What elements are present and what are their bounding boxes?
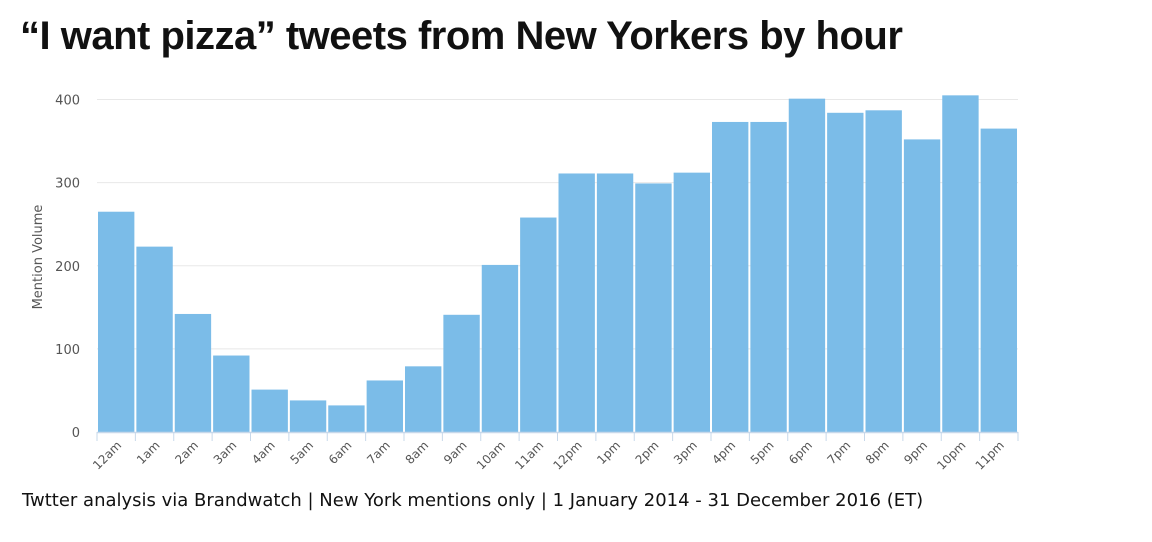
grid-layer bbox=[97, 99, 1018, 350]
x-tick-label: 3pm bbox=[671, 438, 700, 467]
y-tick-label: 0 bbox=[72, 426, 80, 441]
x-tick-label: 8am bbox=[403, 438, 432, 467]
bar-layer bbox=[98, 95, 1017, 433]
bar bbox=[750, 121, 787, 432]
x-tick-label: 2am bbox=[172, 438, 201, 467]
bar bbox=[174, 313, 212, 432]
x-tick-label: 12am bbox=[90, 438, 124, 472]
bar bbox=[98, 211, 135, 432]
bar bbox=[596, 173, 634, 432]
x-tick-label: 1pm bbox=[594, 438, 623, 467]
x-tick-label: 6am bbox=[326, 438, 355, 467]
bar bbox=[865, 110, 902, 433]
bar bbox=[328, 405, 365, 432]
y-axis-label: Mention Volume bbox=[31, 205, 46, 310]
x-tick-label: 9pm bbox=[901, 438, 930, 467]
bar bbox=[635, 183, 672, 432]
x-tick-label: 10am bbox=[474, 438, 508, 472]
y-tick-label: 200 bbox=[55, 260, 80, 275]
y-tick-label: 100 bbox=[55, 343, 80, 358]
x-tick-label: 4am bbox=[249, 438, 278, 467]
chart-title: “I want pizza” tweets from New Yorkers b… bbox=[20, 14, 903, 58]
x-tick-label: 1am bbox=[134, 438, 163, 467]
bar bbox=[712, 121, 749, 432]
bar bbox=[213, 355, 250, 432]
bar bbox=[136, 246, 173, 432]
x-tick-label: 12pm bbox=[550, 438, 584, 472]
x-tick-label: 8pm bbox=[863, 438, 892, 467]
bar bbox=[980, 128, 1017, 432]
bar bbox=[520, 217, 557, 432]
bar bbox=[289, 400, 327, 432]
bar bbox=[443, 314, 480, 432]
x-tick-label: 5am bbox=[287, 438, 316, 467]
bar bbox=[405, 366, 442, 432]
bar bbox=[942, 95, 979, 432]
x-tick-label: 4pm bbox=[709, 438, 738, 467]
x-tick-label: 3am bbox=[211, 438, 240, 467]
bar bbox=[788, 98, 826, 432]
x-tick-label: 7pm bbox=[824, 438, 853, 467]
x-tick-label: 5pm bbox=[748, 438, 777, 467]
x-tick-label: 9am bbox=[441, 438, 470, 467]
bar bbox=[673, 172, 710, 432]
x-tick-label: 10pm bbox=[934, 438, 968, 472]
bar bbox=[827, 112, 864, 433]
bar bbox=[481, 264, 519, 432]
bar bbox=[366, 380, 403, 432]
y-tick-label: 400 bbox=[55, 94, 80, 109]
x-tick-label: 6pm bbox=[786, 438, 815, 467]
x-tick-label: 11am bbox=[512, 438, 546, 472]
y-tick-label: 300 bbox=[55, 177, 80, 192]
bar bbox=[251, 389, 288, 432]
x-tick-label: 11pm bbox=[973, 438, 1007, 472]
bar bbox=[903, 139, 941, 432]
bar bbox=[558, 173, 595, 432]
x-tick-label: 7am bbox=[364, 438, 393, 467]
source-footnote: Twtter analysis via Brandwatch | New Yor… bbox=[22, 490, 924, 511]
x-tick-label: 2pm bbox=[633, 438, 662, 467]
